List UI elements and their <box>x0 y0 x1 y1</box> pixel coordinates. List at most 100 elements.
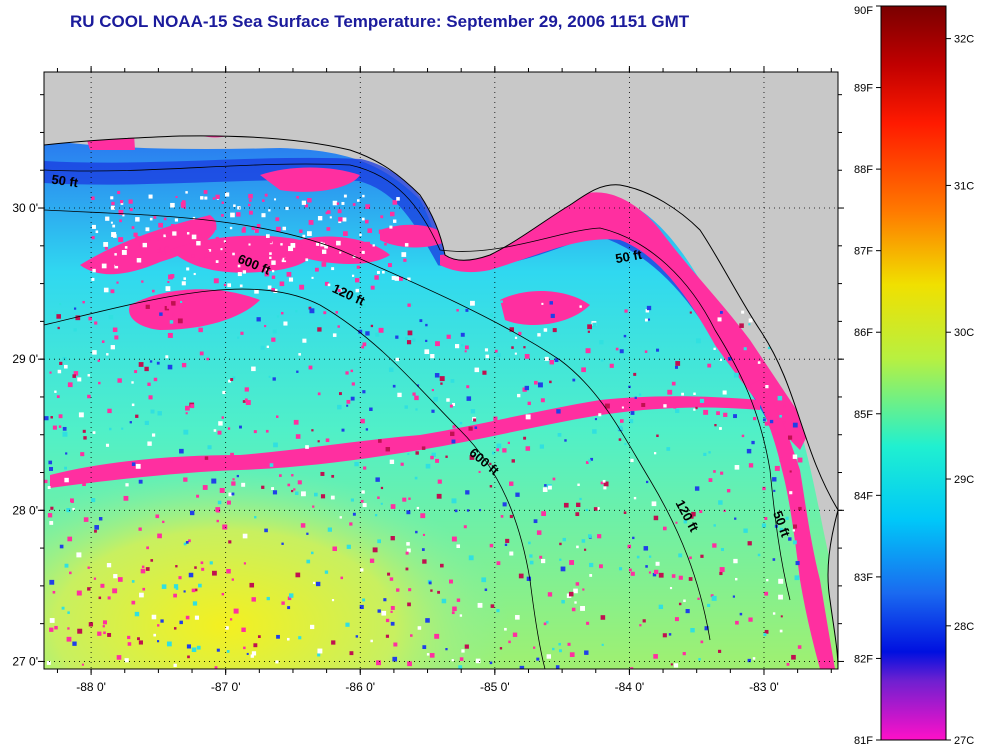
lon-tick-label: -88 0' <box>76 680 106 694</box>
speckle <box>171 301 176 306</box>
colorbar-c-label: 28C <box>954 621 974 633</box>
speckle <box>97 359 100 362</box>
speckle <box>773 489 776 492</box>
speckle <box>352 512 356 516</box>
speckle <box>165 232 170 237</box>
speckle <box>390 535 395 541</box>
speckle <box>623 511 627 514</box>
speckle <box>601 643 604 646</box>
speckle <box>392 656 398 662</box>
speckle <box>490 604 495 608</box>
speckle <box>58 414 63 419</box>
speckle <box>723 509 726 513</box>
speckle <box>585 348 591 354</box>
speckle <box>390 211 395 217</box>
speckle <box>451 611 455 615</box>
speckle <box>603 481 609 487</box>
speckle <box>541 511 547 516</box>
speckle <box>67 536 73 542</box>
speckle <box>120 202 124 205</box>
speckle <box>662 526 667 531</box>
speckle <box>331 267 335 271</box>
speckle <box>624 309 628 313</box>
speckle <box>628 568 632 572</box>
speckle <box>797 457 803 463</box>
speckle <box>470 300 475 306</box>
speckle <box>341 201 345 205</box>
speckle <box>147 237 151 241</box>
speckle <box>256 317 261 322</box>
colorbar-f-label: 85F <box>854 409 873 421</box>
speckle <box>150 409 155 414</box>
speckle <box>302 234 306 238</box>
speckle <box>484 348 489 352</box>
speckle <box>639 624 642 627</box>
speckle <box>502 448 507 453</box>
speckle <box>564 439 567 442</box>
speckle <box>196 494 200 498</box>
speckle <box>145 227 150 232</box>
speckle <box>365 241 371 247</box>
speckle <box>469 455 475 460</box>
speckle <box>712 543 717 548</box>
speckle <box>552 301 556 304</box>
speckle <box>131 381 134 384</box>
speckle <box>422 559 427 564</box>
speckle <box>261 485 265 489</box>
speckle <box>361 217 365 221</box>
speckle <box>169 320 174 324</box>
speckle <box>49 618 55 623</box>
speckle <box>297 480 302 485</box>
speckle <box>94 525 99 530</box>
speckle <box>395 335 399 339</box>
speckle <box>212 197 216 200</box>
speckle <box>652 572 657 577</box>
speckle <box>494 349 498 353</box>
speckle <box>527 401 531 406</box>
speckle <box>309 308 315 314</box>
speckle <box>200 561 204 565</box>
speckle <box>435 341 440 347</box>
speckle <box>153 216 157 219</box>
speckle <box>509 551 514 556</box>
speckle <box>271 269 275 273</box>
speckle <box>598 413 602 417</box>
speckle <box>101 340 105 343</box>
speckle <box>128 199 133 204</box>
speckle <box>283 321 288 326</box>
speckle <box>459 614 463 617</box>
speckle <box>275 660 279 664</box>
speckle <box>600 481 604 485</box>
speckle <box>425 618 430 623</box>
axis-ticks: -88 0' -87 0' -86 0' -85 0' -84 0' -83 0' 27 0… <box>12 66 844 694</box>
speckle <box>619 419 624 423</box>
speckle <box>124 246 128 249</box>
speckle <box>732 595 736 598</box>
speckle <box>549 359 555 365</box>
speckle <box>445 648 448 651</box>
speckle <box>536 657 540 661</box>
speckle <box>223 283 227 287</box>
speckle <box>655 561 660 566</box>
speckle <box>722 390 727 395</box>
speckle <box>699 510 703 514</box>
speckle <box>76 590 82 596</box>
speckle <box>257 635 261 639</box>
speckle <box>352 203 356 206</box>
speckle <box>346 399 351 404</box>
speckle <box>482 370 487 375</box>
speckle <box>289 593 294 598</box>
speckle <box>454 509 458 513</box>
speckle <box>331 640 336 645</box>
speckle <box>232 478 235 481</box>
speckle <box>629 419 634 424</box>
speckle <box>97 631 102 636</box>
speckle <box>73 328 77 332</box>
speckle <box>122 467 127 472</box>
speckle <box>280 243 283 246</box>
lat-tick-label: 29 0' <box>12 352 38 366</box>
speckle <box>542 487 548 492</box>
speckle <box>269 463 274 467</box>
speckle <box>91 277 95 281</box>
speckle <box>91 236 95 240</box>
